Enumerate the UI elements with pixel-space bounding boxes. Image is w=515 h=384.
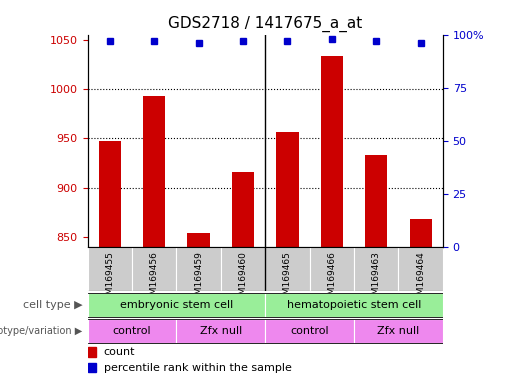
Text: GSM169466: GSM169466 xyxy=(328,251,336,306)
Bar xyxy=(265,247,310,291)
Bar xyxy=(399,247,443,291)
Text: GSM169456: GSM169456 xyxy=(150,251,159,306)
Text: GSM169463: GSM169463 xyxy=(372,251,381,306)
Bar xyxy=(176,319,265,343)
Bar xyxy=(132,247,176,291)
Text: count: count xyxy=(104,347,135,357)
Bar xyxy=(176,247,221,291)
Bar xyxy=(187,233,210,247)
Text: GSM169465: GSM169465 xyxy=(283,251,292,306)
Bar xyxy=(409,218,432,247)
Text: control: control xyxy=(290,326,329,336)
Bar xyxy=(321,56,343,247)
Text: Zfx null: Zfx null xyxy=(377,326,420,336)
Text: control: control xyxy=(113,326,151,336)
Text: genotype/variation ▶: genotype/variation ▶ xyxy=(0,326,82,336)
Bar xyxy=(88,362,96,372)
Text: GSM169464: GSM169464 xyxy=(416,251,425,306)
Text: GSM169459: GSM169459 xyxy=(194,251,203,306)
Bar xyxy=(221,247,265,291)
Text: Zfx null: Zfx null xyxy=(200,326,242,336)
Bar xyxy=(310,247,354,291)
Bar xyxy=(143,96,165,247)
Text: hematopoietic stem cell: hematopoietic stem cell xyxy=(287,300,421,310)
Text: GSM169460: GSM169460 xyxy=(238,251,248,306)
Bar xyxy=(88,247,132,291)
Bar xyxy=(265,293,443,316)
Bar xyxy=(354,319,443,343)
Bar xyxy=(99,141,121,247)
Bar xyxy=(232,172,254,247)
Text: GSM169455: GSM169455 xyxy=(105,251,114,306)
Bar xyxy=(354,247,399,291)
Text: percentile rank within the sample: percentile rank within the sample xyxy=(104,362,291,372)
Text: embryonic stem cell: embryonic stem cell xyxy=(120,300,233,310)
Bar xyxy=(365,155,387,247)
Bar xyxy=(277,132,299,247)
Bar xyxy=(265,319,354,343)
Bar xyxy=(88,293,265,316)
Text: cell type ▶: cell type ▶ xyxy=(23,300,82,310)
Bar xyxy=(88,319,176,343)
Title: GDS2718 / 1417675_a_at: GDS2718 / 1417675_a_at xyxy=(168,16,363,32)
Bar xyxy=(88,347,96,357)
